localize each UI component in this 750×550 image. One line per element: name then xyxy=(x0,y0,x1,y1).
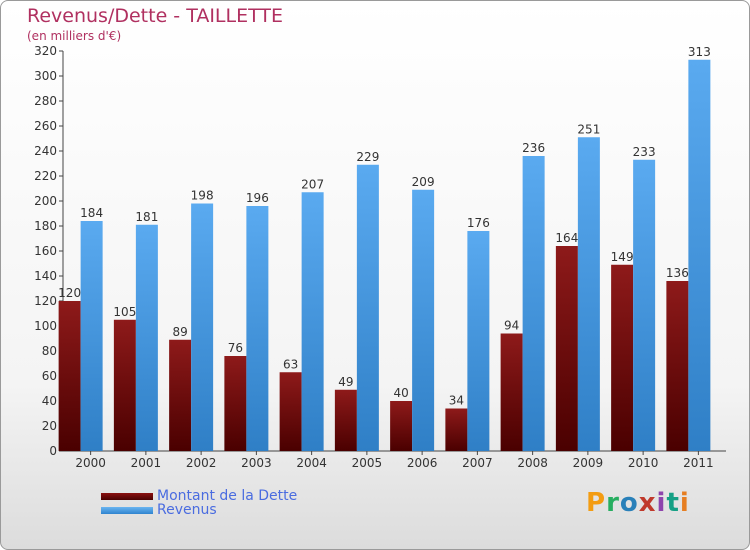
bar-revenus xyxy=(577,137,600,451)
bar-debt xyxy=(555,246,578,451)
bar-revenus xyxy=(80,221,103,451)
bar-revenus xyxy=(301,192,324,451)
bar-revenus xyxy=(412,189,435,451)
y-tick-label: 160 xyxy=(34,244,57,258)
bar-debt xyxy=(390,401,413,451)
x-tick-label: 2008 xyxy=(517,456,548,470)
data-label-revenus: 229 xyxy=(356,150,379,164)
bar-revenus xyxy=(522,156,545,451)
bar-revenus xyxy=(356,164,379,451)
y-tick-label: 260 xyxy=(34,119,57,133)
y-tick-label: 320 xyxy=(34,44,57,58)
chart-subtitle: (en milliers d'€) xyxy=(27,29,122,43)
data-label-revenus: 207 xyxy=(301,177,324,191)
bar-debt xyxy=(611,264,634,451)
data-label-revenus: 236 xyxy=(522,141,545,155)
x-tick-label: 2000 xyxy=(75,456,106,470)
data-label-debt: 120 xyxy=(58,286,81,300)
y-tick-label: 220 xyxy=(34,169,57,183)
y-tick-label: 20 xyxy=(42,419,57,433)
x-tick-label: 2005 xyxy=(352,456,383,470)
data-label-debt: 63 xyxy=(283,357,298,371)
data-label-revenus: 181 xyxy=(135,210,158,224)
data-label-debt: 89 xyxy=(172,325,187,339)
bar-debt xyxy=(113,319,136,451)
legend-label-revenus: Revenus xyxy=(157,502,217,518)
bar-debt xyxy=(666,281,689,451)
bar-revenus xyxy=(467,231,490,451)
x-tick-label: 2009 xyxy=(573,456,604,470)
proxiti-logo: Proxiti xyxy=(586,488,690,518)
data-label-revenus: 198 xyxy=(191,189,214,203)
bar-debt xyxy=(58,301,81,451)
y-tick-label: 80 xyxy=(42,344,57,358)
bar-debt xyxy=(500,333,523,451)
legend-label-debt: Montant de la Dette xyxy=(157,488,298,504)
x-tick-label: 2004 xyxy=(296,456,327,470)
data-label-debt: 49 xyxy=(338,375,353,389)
y-tick-label: 200 xyxy=(34,194,57,208)
x-tick-label: 2007 xyxy=(462,456,493,470)
y-tick-label: 240 xyxy=(34,144,57,158)
y-tick-label: 180 xyxy=(34,219,57,233)
x-tick-label: 2011 xyxy=(683,456,714,470)
x-tick-label: 2001 xyxy=(131,456,162,470)
y-tick-label: 300 xyxy=(34,69,57,83)
x-tick-label: 2010 xyxy=(628,456,659,470)
x-tick-label: 2006 xyxy=(407,456,438,470)
data-label-debt: 76 xyxy=(228,341,243,355)
bar-debt xyxy=(445,408,468,451)
data-label-debt: 94 xyxy=(504,319,519,333)
data-label-revenus: 233 xyxy=(633,145,656,159)
data-label-debt: 105 xyxy=(113,305,136,319)
legend-swatch-debt xyxy=(101,492,153,500)
data-label-debt: 136 xyxy=(666,266,689,280)
bar-revenus xyxy=(135,224,158,451)
bar-revenus xyxy=(191,203,214,451)
y-tick-label: 0 xyxy=(49,444,57,458)
y-tick-label: 280 xyxy=(34,94,57,108)
legend-swatch-revenus xyxy=(101,506,153,514)
data-label-debt: 164 xyxy=(555,231,578,245)
data-label-debt: 40 xyxy=(393,386,408,400)
y-tick-label: 140 xyxy=(34,269,57,283)
bar-debt xyxy=(279,372,302,451)
x-tick-label: 2002 xyxy=(186,456,217,470)
bar-debt xyxy=(224,356,247,451)
data-label-revenus: 196 xyxy=(246,191,269,205)
chart-title: Revenus/Dette - TAILLETTE xyxy=(27,5,283,27)
legend-item-debt: Montant de la Dette xyxy=(101,488,297,504)
data-label-revenus: 184 xyxy=(80,206,103,220)
y-tick-label: 60 xyxy=(42,369,57,383)
bar-revenus xyxy=(688,59,711,451)
bar-debt xyxy=(334,389,357,451)
y-tick-label: 120 xyxy=(34,294,57,308)
data-label-revenus: 251 xyxy=(577,122,600,136)
x-tick-label: 2003 xyxy=(241,456,272,470)
y-tick-label: 100 xyxy=(34,319,57,333)
bar-revenus xyxy=(633,159,656,451)
bar-debt xyxy=(169,339,192,451)
bar-revenus xyxy=(246,206,269,451)
y-tick-label: 40 xyxy=(42,394,57,408)
data-label-revenus: 313 xyxy=(688,45,711,59)
data-label-revenus: 176 xyxy=(467,216,490,230)
data-label-revenus: 209 xyxy=(412,175,435,189)
data-label-debt: 149 xyxy=(611,250,634,264)
legend-item-revenus: Revenus xyxy=(101,502,217,518)
data-label-debt: 34 xyxy=(449,394,464,408)
